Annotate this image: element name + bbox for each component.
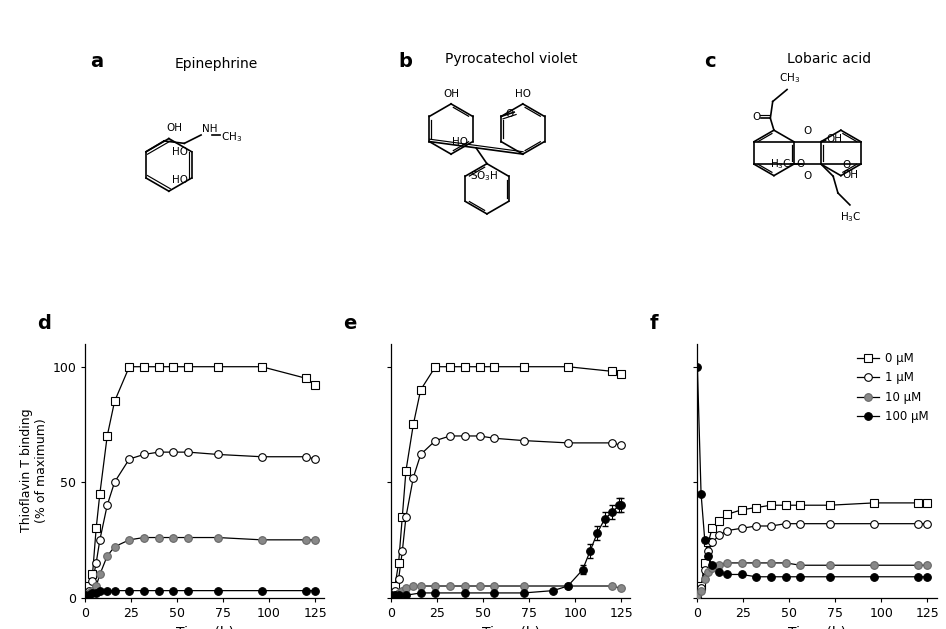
Text: HO: HO <box>452 136 468 147</box>
Text: O: O <box>796 159 804 169</box>
Text: HO: HO <box>172 175 188 186</box>
X-axis label: Time (h): Time (h) <box>176 625 234 629</box>
Text: O: O <box>752 112 761 122</box>
Text: Epinephrine: Epinephrine <box>175 57 258 71</box>
X-axis label: Time (h): Time (h) <box>482 625 540 629</box>
Text: f: f <box>650 314 658 333</box>
Text: a: a <box>90 52 103 72</box>
Text: HO: HO <box>172 147 188 157</box>
Text: H$_3$C: H$_3$C <box>770 157 791 171</box>
Text: NH: NH <box>202 124 218 134</box>
Text: O: O <box>506 109 514 119</box>
Text: OH: OH <box>826 134 842 144</box>
Text: CH$_3$: CH$_3$ <box>779 71 800 85</box>
Text: OH: OH <box>166 123 183 133</box>
Text: c: c <box>705 52 716 72</box>
Text: O: O <box>803 126 812 136</box>
Text: b: b <box>398 52 412 72</box>
Text: OH: OH <box>443 89 459 99</box>
Legend: 0 μM, 1 μM, 10 μM, 100 μM: 0 μM, 1 μM, 10 μM, 100 μM <box>855 350 931 426</box>
Text: SO$_3$H: SO$_3$H <box>470 169 499 183</box>
Text: O: O <box>803 172 812 181</box>
Text: Pyrocatechol violet: Pyrocatechol violet <box>445 52 577 67</box>
Text: H$_3$C: H$_3$C <box>840 209 862 223</box>
Text: OH: OH <box>843 170 859 180</box>
Text: CH$_3$: CH$_3$ <box>221 130 242 144</box>
Text: HO: HO <box>515 89 531 99</box>
Text: O: O <box>843 160 851 170</box>
X-axis label: Time (h): Time (h) <box>788 625 846 629</box>
Text: e: e <box>343 314 357 333</box>
Y-axis label: Thioflavin T binding
(% of maximum): Thioflavin T binding (% of maximum) <box>20 409 48 532</box>
Text: Lobaric acid: Lobaric acid <box>787 52 871 67</box>
Text: d: d <box>37 314 51 333</box>
